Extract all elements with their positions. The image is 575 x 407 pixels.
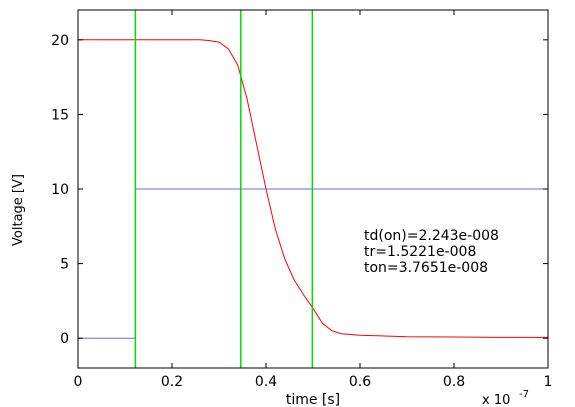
marker-layer: [134, 10, 314, 368]
series-line-0: [78, 39, 548, 338]
y-tick-label-0: 0: [60, 331, 69, 347]
x-tick-label-3: 0.6: [349, 374, 371, 390]
y-tick-label-3: 15: [51, 107, 69, 123]
x-tick-label-0: 0: [74, 374, 83, 390]
y-tick-label-2: 10: [51, 182, 69, 198]
x-tick-label-5: 1: [544, 374, 553, 390]
x-tick-label-2: 0.4: [255, 374, 277, 390]
y-tick-label-1: 5: [60, 257, 69, 273]
y-axis-label: Voltage [V]: [11, 174, 26, 246]
x-multiplier-exponent: -7: [519, 389, 529, 400]
annotation-td-on: td(on)=2.243e-008: [364, 228, 499, 244]
x-tick-label-1: 0.2: [161, 374, 183, 390]
annotation-tr: tr=1.5221e-008: [364, 244, 476, 260]
annotation-ton: ton=3.7651e-008: [364, 260, 488, 276]
annotation-block: td(on)=2.243e-008 tr=1.5221e-008 ton=3.7…: [364, 228, 499, 276]
y-tick-label-4: 20: [51, 33, 69, 49]
x-axis-label: time [s]: [286, 392, 340, 407]
x-tick-label-4: 0.8: [443, 374, 465, 390]
x-multiplier-label: x 10: [482, 393, 510, 407]
